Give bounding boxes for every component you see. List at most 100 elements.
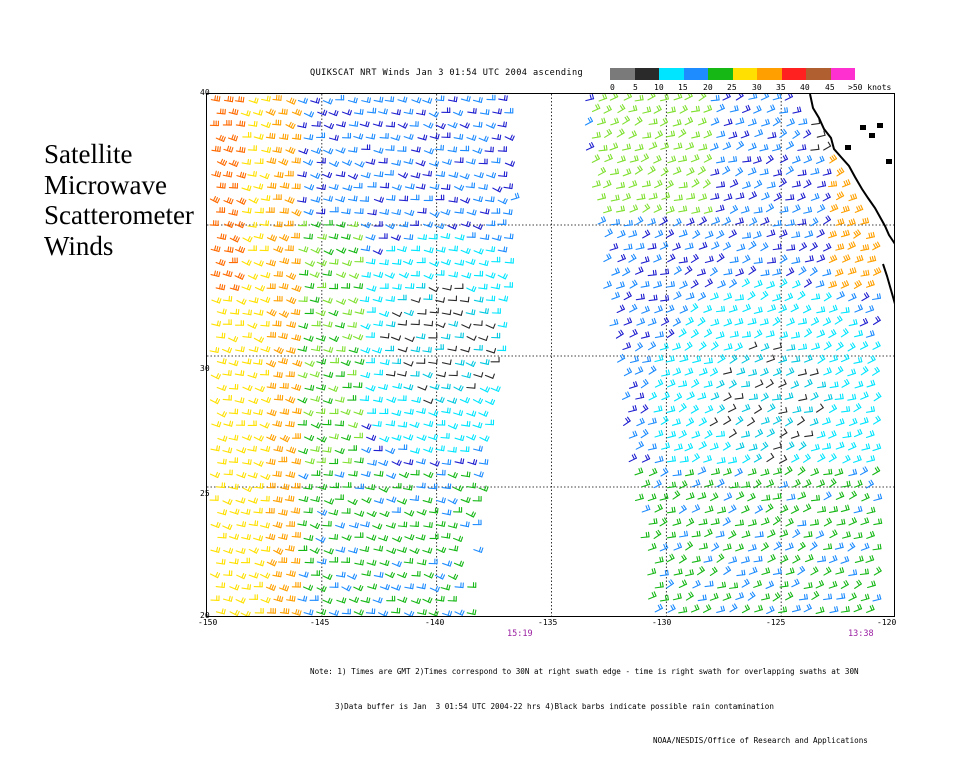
wind-barb xyxy=(624,368,631,376)
wind-barb xyxy=(304,336,313,341)
wind-barb xyxy=(661,318,668,326)
wind-barb xyxy=(854,533,862,539)
lon-label-145: -145 xyxy=(310,618,329,627)
wind-barb xyxy=(405,511,414,516)
wind-barb xyxy=(211,446,220,451)
wind-barb xyxy=(649,193,657,199)
wind-barb xyxy=(291,309,300,314)
wind-barb xyxy=(305,459,314,464)
wind-barb xyxy=(342,209,350,214)
wind-barb xyxy=(393,260,401,265)
wind-barb xyxy=(262,147,271,152)
wind-barb xyxy=(673,368,680,375)
wind-barb xyxy=(792,257,800,263)
wind-barb xyxy=(323,99,332,104)
wind-barb xyxy=(829,431,836,438)
wind-barb xyxy=(661,168,668,176)
wind-barb xyxy=(823,193,830,201)
wind-barb xyxy=(674,266,681,274)
wind-barb xyxy=(287,273,296,279)
wind-barb xyxy=(748,544,756,550)
wind-barb xyxy=(836,419,844,426)
wind-barb xyxy=(867,507,875,513)
wind-barb xyxy=(437,470,445,475)
wind-barb xyxy=(636,267,643,274)
wind-barb xyxy=(604,281,611,288)
wind-barb xyxy=(380,311,389,316)
wind-barb xyxy=(362,145,370,150)
wind-barb xyxy=(292,434,300,439)
wind-barb xyxy=(823,269,831,275)
wind-barb xyxy=(754,258,762,263)
wind-barb xyxy=(335,448,344,453)
wind-barb xyxy=(466,183,474,188)
wind-barb xyxy=(329,534,337,539)
wind-barb xyxy=(837,168,844,176)
wind-barb xyxy=(242,435,251,440)
wind-barb xyxy=(342,133,350,138)
wind-barb xyxy=(648,569,656,575)
wind-barb xyxy=(392,435,401,440)
wind-barb xyxy=(223,320,231,325)
wind-barb xyxy=(242,159,250,164)
wind-barb xyxy=(730,331,738,337)
wind-barb xyxy=(704,207,712,213)
wind-barb xyxy=(411,246,419,251)
wind-barb xyxy=(641,281,649,287)
wind-barb xyxy=(274,446,283,451)
wind-barb xyxy=(830,204,837,211)
wind-barb xyxy=(243,333,251,338)
wind-barb xyxy=(824,469,832,474)
wind-barb xyxy=(679,555,686,563)
wind-barb xyxy=(218,510,227,515)
wind-barb xyxy=(417,584,426,589)
wind-barb xyxy=(773,94,781,100)
wind-barb xyxy=(743,455,750,463)
wind-barb xyxy=(629,106,637,112)
wind-barb xyxy=(735,468,742,476)
wind-barb xyxy=(699,342,706,350)
wind-barb xyxy=(261,122,270,127)
wind-barb xyxy=(317,133,325,138)
wind-barb xyxy=(711,493,718,501)
wind-barb xyxy=(266,508,274,513)
wind-barb xyxy=(729,404,736,412)
wind-barb xyxy=(274,596,283,602)
wind-barb xyxy=(310,372,319,377)
wind-barb xyxy=(249,498,258,503)
wind-barb xyxy=(455,459,464,464)
wind-barb xyxy=(605,129,612,137)
wind-barb xyxy=(492,309,500,314)
wind-barb xyxy=(230,384,238,389)
wind-barb xyxy=(835,543,843,549)
wind-barb xyxy=(454,311,463,315)
wind-barb xyxy=(705,581,713,586)
wind-barb xyxy=(755,429,762,437)
wind-barb xyxy=(273,147,282,152)
wind-barb xyxy=(736,168,743,176)
wind-barb xyxy=(398,499,407,504)
wind-barb xyxy=(841,505,849,511)
wind-barb xyxy=(405,535,414,540)
island xyxy=(870,134,874,137)
wind-barb xyxy=(779,305,786,312)
wind-barb xyxy=(404,485,413,490)
wind-barb xyxy=(748,469,756,475)
wind-barb xyxy=(761,518,769,525)
wind-barb xyxy=(335,495,343,500)
wind-barb xyxy=(311,346,320,351)
wind-barb xyxy=(849,443,856,450)
wind-barb xyxy=(862,444,870,450)
wind-barb xyxy=(824,594,832,599)
wind-barb xyxy=(729,457,737,463)
island xyxy=(878,124,882,127)
wind-barb xyxy=(486,123,495,128)
wind-barb xyxy=(254,261,263,266)
wind-barb xyxy=(687,168,694,175)
wind-barb xyxy=(474,373,483,377)
wind-barb xyxy=(605,229,612,237)
wind-barb xyxy=(448,398,457,403)
wind-barb xyxy=(712,543,719,551)
wind-barb xyxy=(324,249,333,254)
wind-barb xyxy=(798,319,806,325)
